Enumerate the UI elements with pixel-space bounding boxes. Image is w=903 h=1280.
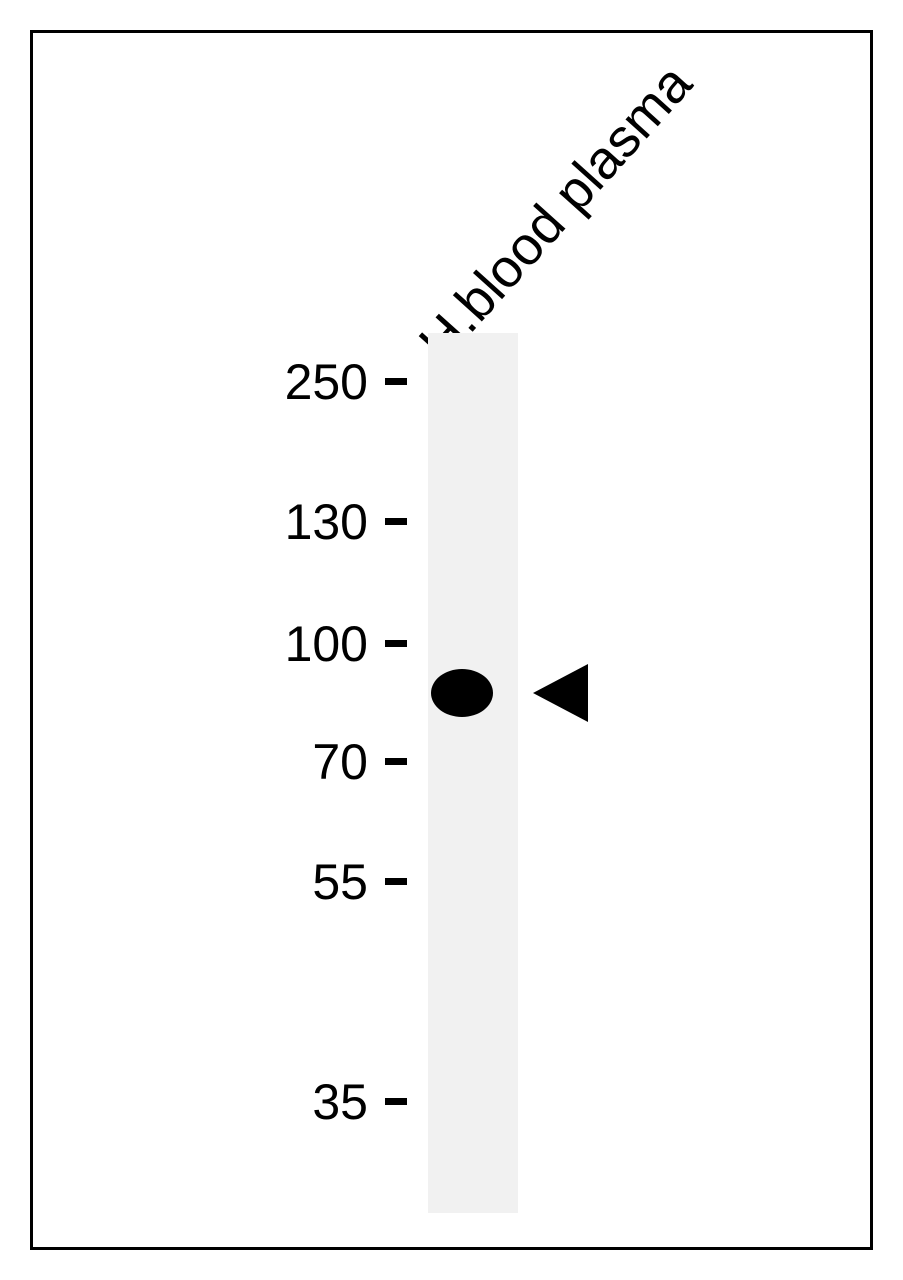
mw-value: 130 bbox=[285, 494, 368, 550]
mw-label: 70 bbox=[268, 733, 368, 791]
mw-value: 55 bbox=[312, 854, 368, 910]
band-arrow-icon bbox=[533, 664, 593, 727]
lane-label-text: H.blood plasma bbox=[408, 53, 704, 372]
blot-lane bbox=[428, 333, 518, 1213]
mw-value: 35 bbox=[312, 1074, 368, 1130]
mw-tick bbox=[385, 640, 407, 647]
lane-label: H.blood plasma bbox=[407, 53, 704, 373]
mw-label: 55 bbox=[268, 853, 368, 911]
mw-tick bbox=[385, 518, 407, 525]
mw-tick bbox=[385, 878, 407, 885]
protein-band bbox=[431, 669, 493, 717]
mw-tick bbox=[385, 1098, 407, 1105]
mw-label: 130 bbox=[268, 493, 368, 551]
mw-value: 100 bbox=[285, 616, 368, 672]
mw-tick bbox=[385, 758, 407, 765]
mw-tick bbox=[385, 378, 407, 385]
mw-label: 100 bbox=[268, 615, 368, 673]
mw-value: 70 bbox=[312, 734, 368, 790]
blot-frame: H.blood plasma 250 130 100 70 55 35 bbox=[30, 30, 873, 1250]
mw-label: 250 bbox=[268, 353, 368, 411]
mw-value: 250 bbox=[285, 354, 368, 410]
mw-label: 35 bbox=[268, 1073, 368, 1131]
